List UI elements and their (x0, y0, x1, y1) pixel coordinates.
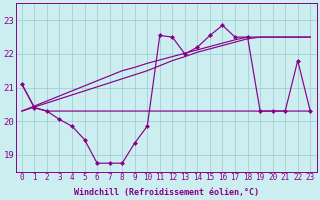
X-axis label: Windchill (Refroidissement éolien,°C): Windchill (Refroidissement éolien,°C) (74, 188, 259, 197)
